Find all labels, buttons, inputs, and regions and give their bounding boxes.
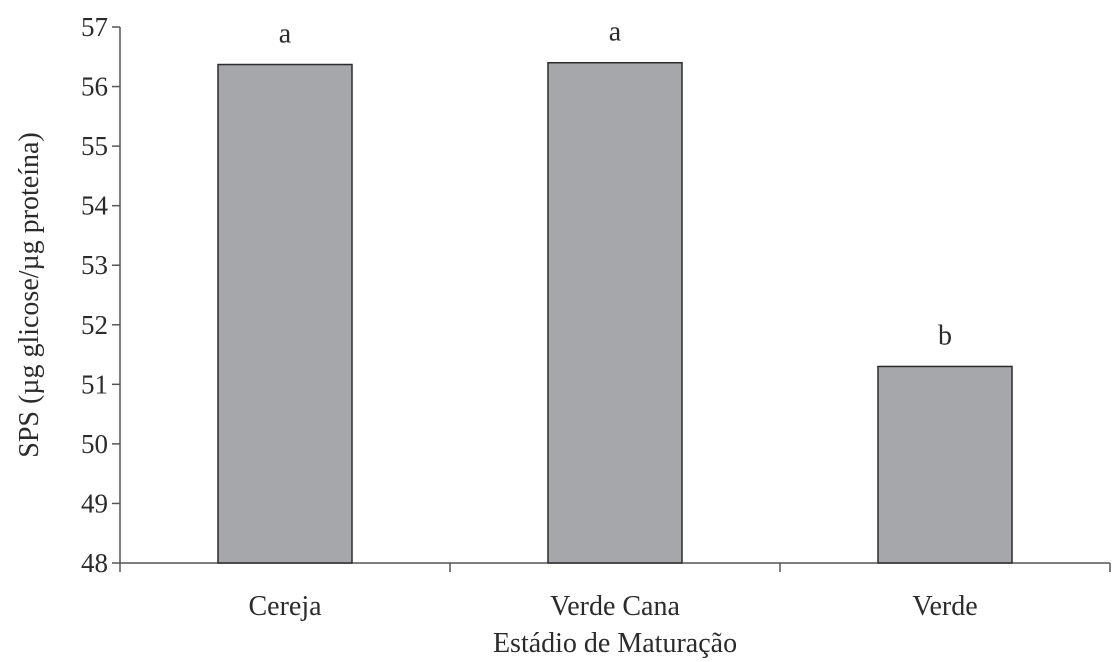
x-axis-title: Estádio de Maturação: [493, 628, 737, 659]
y-tick-label: 51: [81, 369, 108, 399]
y-axis: 48 49 50 51 52 53 54 55 56 57: [81, 12, 121, 578]
y-tick-label: 55: [81, 131, 108, 161]
y-tick-label: 48: [81, 548, 108, 578]
bar-verde-cana: [547, 61, 683, 564]
y-tick-label: 52: [81, 310, 108, 340]
y-tick-label: 56: [81, 72, 108, 102]
y-tick-label: 54: [81, 191, 109, 221]
significance-label: a: [609, 17, 622, 48]
y-tick-label: 57: [81, 12, 108, 42]
bar-verde: [877, 365, 1013, 564]
y-tick-label: 50: [81, 429, 108, 459]
bar-cereja: [217, 63, 353, 564]
x-tick-label: Verde: [912, 591, 977, 622]
y-tick-label: 53: [81, 250, 108, 280]
x-axis: Cereja Verde Cana Verde: [119, 562, 1111, 622]
significance-labels: a a b: [279, 17, 952, 352]
x-tick-label: Verde Cana: [550, 591, 680, 622]
y-tick-label: 49: [81, 488, 108, 518]
x-tick-label: Cereja: [248, 591, 322, 622]
bars: [217, 61, 1013, 564]
significance-label: b: [938, 320, 952, 351]
y-axis-title: SPS (µg glicose/µg proteína): [14, 132, 45, 457]
significance-label: a: [279, 19, 292, 50]
